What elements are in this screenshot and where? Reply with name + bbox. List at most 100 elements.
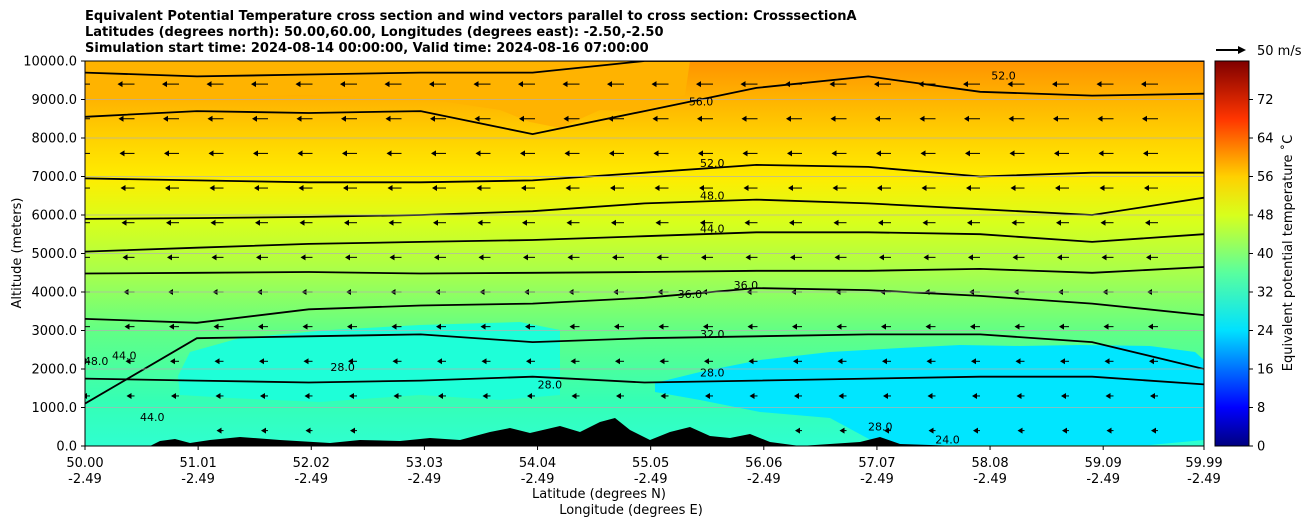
wind-vector-head [481,358,487,365]
wind-vector-head [656,254,662,261]
wind-vector-head [1059,323,1064,330]
wind-vector-head [1149,358,1154,365]
x-tick-label-lat: 53.03 [406,456,443,471]
wind-vector-head [569,323,575,330]
wind-vector-head [1105,392,1111,399]
wind-vector-head [1097,115,1103,122]
wind-vector-head [743,185,749,192]
x-tick-label-lat: 58.08 [971,456,1008,471]
wind-vector-head [1061,392,1066,399]
wind-vector-head [385,115,391,122]
terrain [85,418,1204,446]
wind-vector-head [1099,185,1105,192]
wind-vector-head [255,219,260,226]
wind-vector-head [967,219,972,226]
y-axis-label: Altitude (meters) [10,198,25,309]
wind-vector-head [972,392,977,399]
wind-vector-head [831,150,837,157]
wind-vector-head [660,392,666,399]
contour-label: 28.0 [330,361,355,374]
wind-vector-head [830,115,836,122]
wind-vector-head [1009,150,1015,157]
x-tick-label-lon: -2.49 [181,472,215,487]
wind-vector-head [433,219,438,226]
wind-vector-head [964,115,969,122]
isentrope-40 [85,266,1204,275]
wind-vector-head [429,81,434,88]
colorbar-tick-label: 8 [1257,401,1265,416]
x-tick-label-lat: 59.99 [1185,456,1222,471]
x-tick-label-lon: -2.49 [747,472,781,487]
x-axis-label-longitude: Longitude (degrees E) [559,503,703,518]
wind-vector-head [350,427,355,434]
wind-vector-head [122,254,128,261]
wind-vector-head [251,81,256,88]
wind-vector-head [1106,427,1112,434]
colorbar-tick-label: 0 [1257,440,1265,455]
colorbar-tick-label: 48 [1257,209,1274,224]
wind-vector-head [874,81,879,88]
wind-vector-head [347,323,352,330]
isentrope-28 [85,375,1204,386]
wind-vector-head [170,358,175,365]
wind-vector-head [740,81,746,88]
wind-vector-head [520,150,525,157]
wind-vector-head [1053,115,1058,122]
wind-vector-head [742,150,748,157]
wind-vector-head [1103,323,1109,330]
wind-vector-head [437,358,442,365]
wind-vector-head [166,219,171,226]
x-tick-label-lat: 54.04 [519,456,556,471]
wind-vector-head [478,254,484,261]
wind-vector-head [480,323,486,330]
wind-vector-head [344,219,349,226]
contour-label: 36.0 [734,279,759,292]
colorbar-tick-label: 32 [1257,286,1274,301]
wind-vector-head [303,358,309,365]
wind-vector-head [1098,150,1104,157]
wind-vector-head [787,150,792,157]
wind-vector-head [608,115,613,122]
wind-vector-head [1056,219,1061,226]
wind-vector-head [214,358,220,365]
wind-vector-head [124,323,130,330]
isentrope-60 [85,61,1204,78]
wind-vector-head [748,358,754,365]
wind-vector-head [298,185,304,192]
wind-vector-head [252,115,257,122]
x-tick-label-lon: -2.49 [634,472,668,487]
wind-vector-head [837,358,843,365]
wind-vector-head [611,219,616,226]
wind-vector-head [1017,427,1023,434]
wind-vector-head [387,185,393,192]
wind-vector-head [216,427,222,434]
wind-vector-head [73,81,78,87]
wind-vector-head [304,392,310,399]
wind-vector-head [296,115,302,122]
wind-vector-head [747,323,753,330]
wind-vector-head [171,392,176,399]
wind-vector-head [1012,254,1018,261]
x-tick-label-lat: 59.09 [1085,456,1122,471]
wind-vector-head [875,115,880,122]
wind-vector-head [789,219,794,226]
wind-vector-head [526,358,531,365]
wind-vector-head [523,254,528,261]
wind-vector-head [209,185,215,192]
wind-vector-head [1142,115,1147,122]
wind-vector-head [117,81,123,88]
wind-vector-head [300,254,306,261]
wind-vector-head [431,150,436,157]
wind-vector-head [839,427,845,434]
wind-vector-head [1141,81,1146,88]
wind-vector-head [1096,81,1102,88]
wind-vector-head [655,219,661,226]
wind-vector-head [349,392,354,399]
wind-vector-head [785,81,790,88]
y-tick-label: 1000.0 [32,401,78,416]
x-tick-label-lat: 56.06 [745,456,782,471]
contour-label: 48.0 [84,355,109,368]
quiver-key-label: 50 m/s [1257,44,1302,59]
wind-vector-head [121,219,127,226]
wind-vector-head [926,358,932,365]
